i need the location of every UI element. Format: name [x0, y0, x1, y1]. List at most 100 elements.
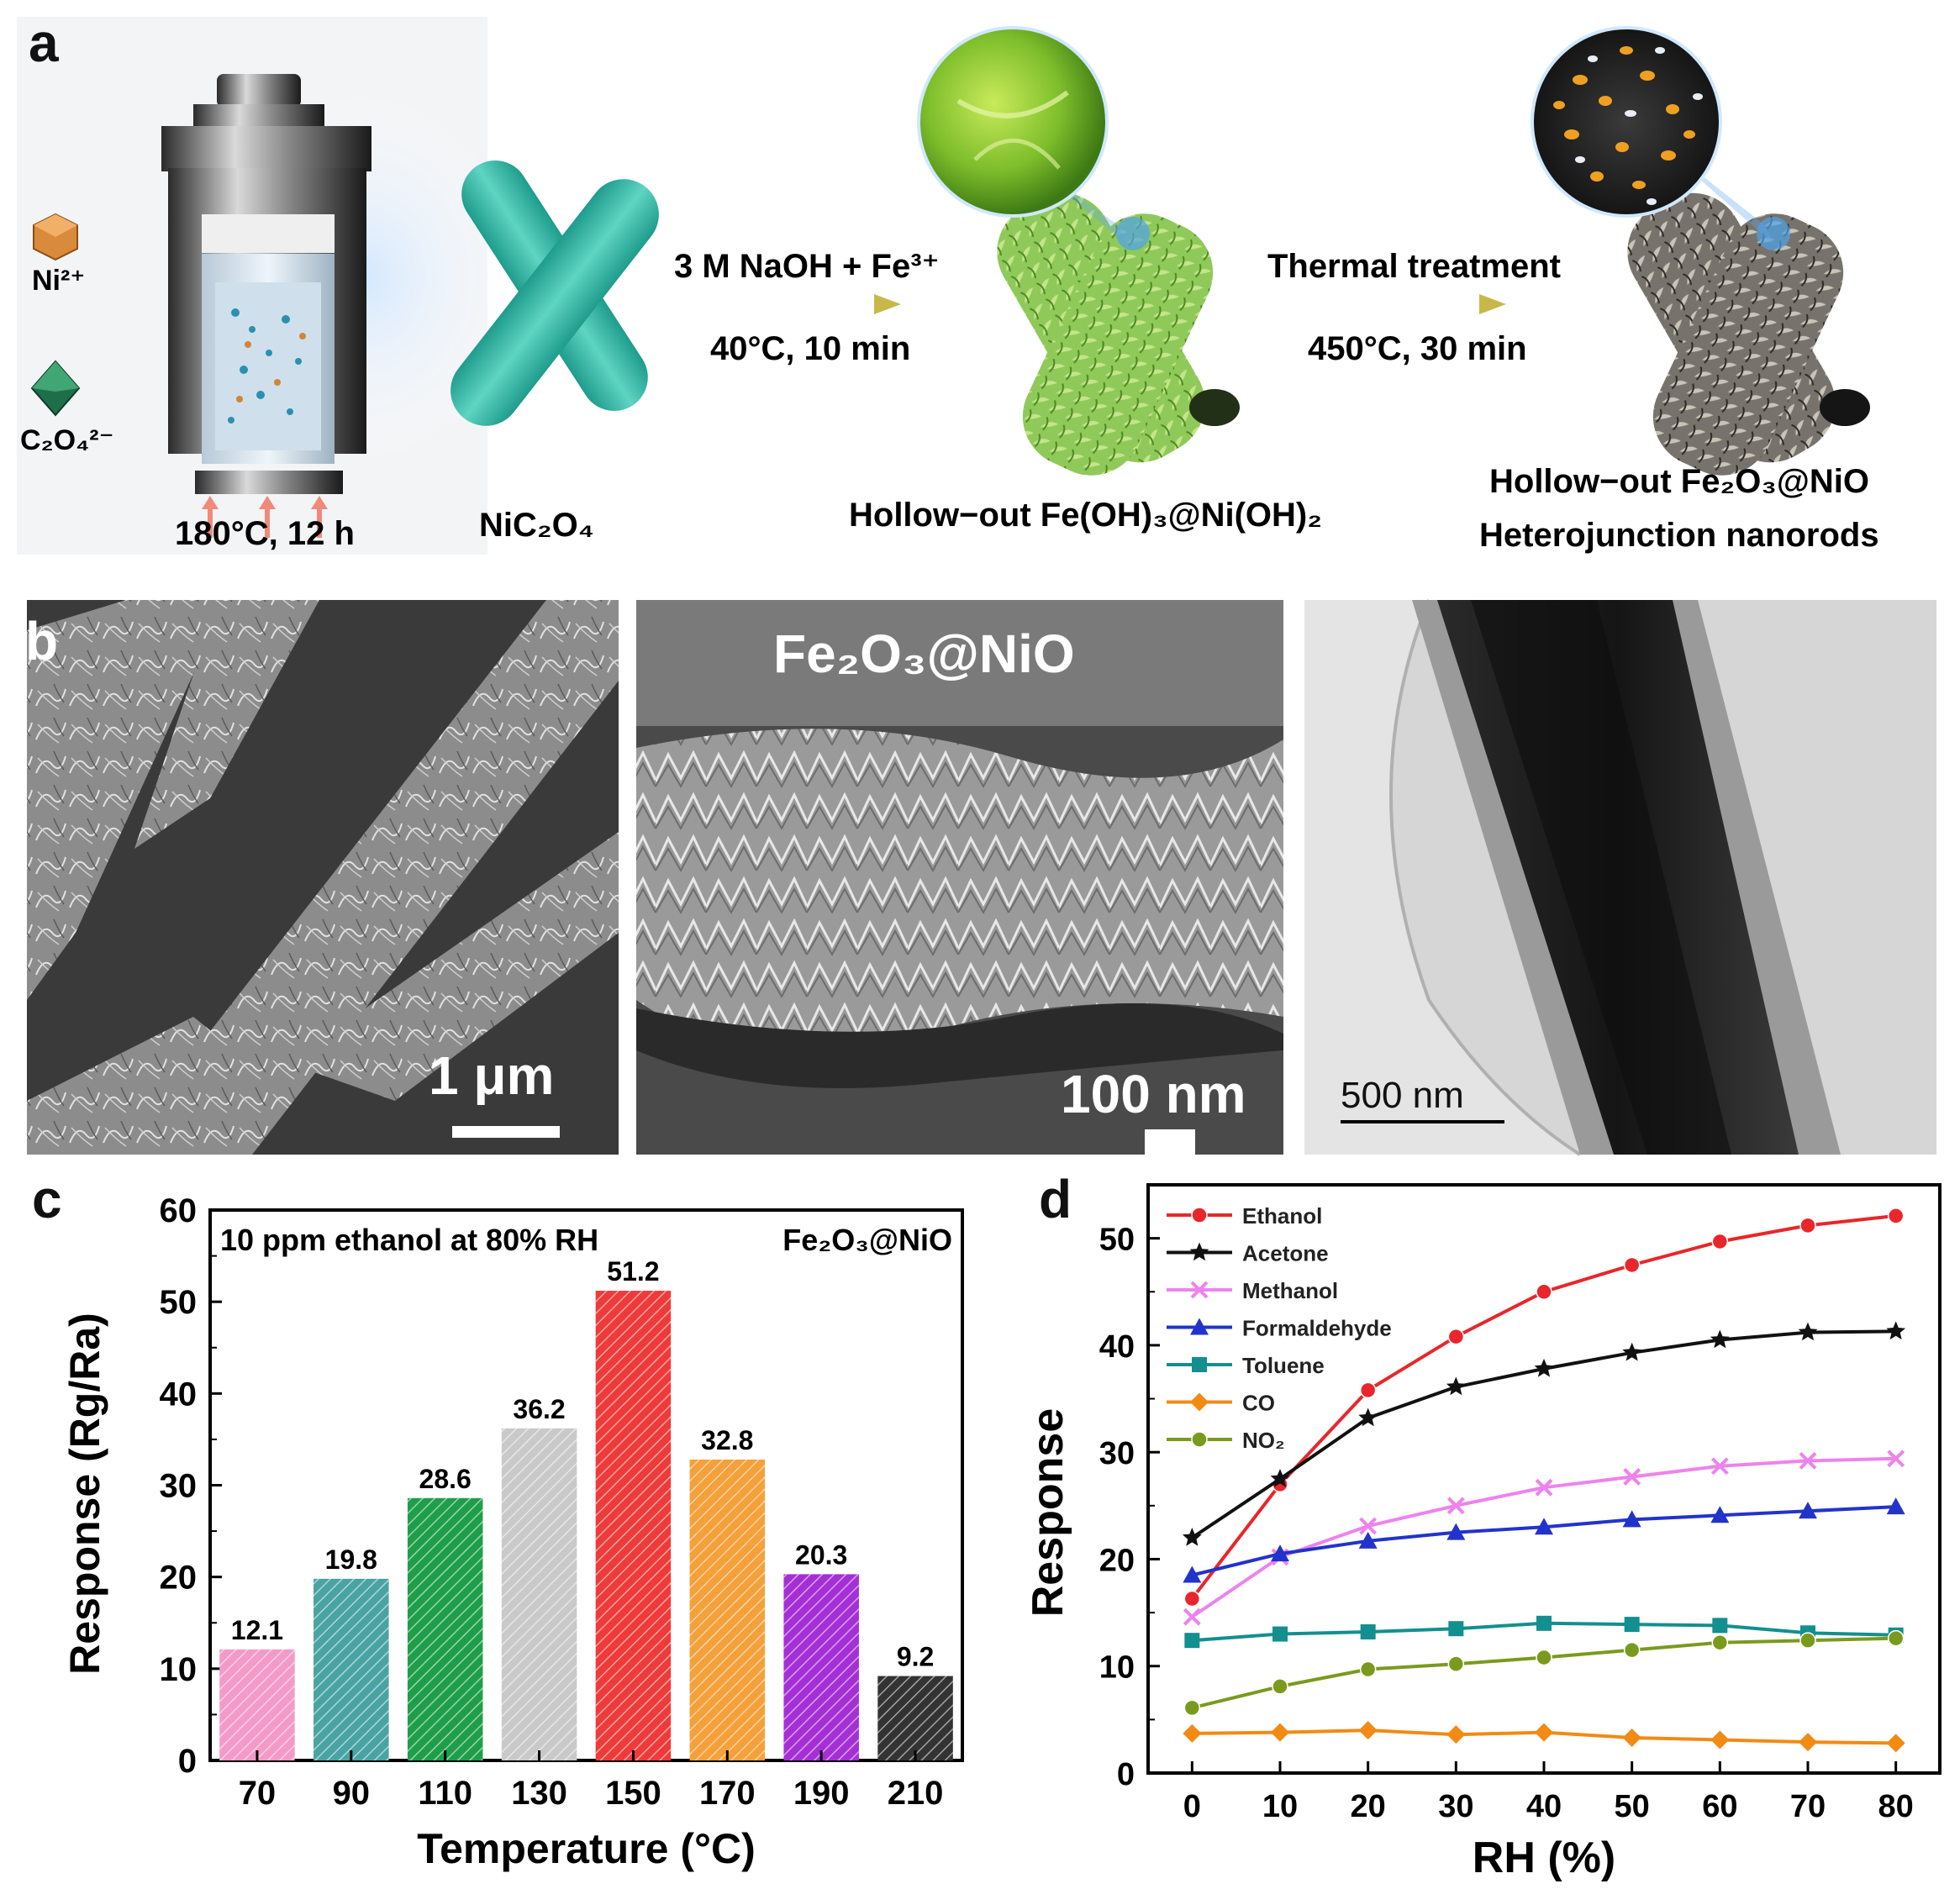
series-line-no	[1191, 1636, 1896, 1710]
data-point-ethanol	[1711, 1233, 1729, 1250]
series-no	[1183, 1629, 1905, 1717]
x-tick-label: 150	[605, 1775, 661, 1812]
ni-ion-icon	[33, 213, 78, 261]
data-point-ethanol	[1359, 1381, 1377, 1399]
bar-value-label: 20.3	[795, 1539, 847, 1570]
data-point-formaldehyde	[1535, 1518, 1553, 1535]
micrographs-graphic: 1 μm Fe₂O₃@NiO 100 nm 500 nm	[27, 599, 1936, 1156]
oxide-product-label-line2: Heterojunction nanorods	[1479, 517, 1879, 554]
data-point-ethanol	[1447, 1328, 1465, 1345]
chart-d-humidity-response: 0 10 20 30 40 50 0 10 20 30 40 50 60 70 80 Ethanol Aceto…	[1024, 1183, 1942, 1882]
x-tick-label: 210	[888, 1775, 944, 1812]
hydroxide-product-label: Hollow−out Fe(OH)₃@Ni(OH)₂	[849, 497, 1322, 534]
step2-conditions-label: 450°C, 30 min	[1308, 330, 1527, 367]
y-tick-label: 10	[1099, 1650, 1135, 1686]
data-point-co	[1799, 1733, 1817, 1752]
x-tick-label: 110	[418, 1775, 472, 1812]
x-tick-label: 170	[699, 1775, 756, 1812]
bar-hatch-70	[219, 1649, 295, 1760]
data-point-co	[1535, 1723, 1553, 1742]
y-tick-label: 10	[160, 1651, 198, 1688]
data-point-formaldehyde	[1358, 1531, 1378, 1549]
step2-treatment-label: Thermal treatment	[1267, 248, 1561, 285]
data-point-no	[1887, 1629, 1905, 1647]
y-tick-label: 50	[160, 1284, 198, 1321]
data-point-co	[1271, 1723, 1289, 1742]
data-point-acetone	[1534, 1358, 1554, 1377]
x-tick-label: 40	[1526, 1789, 1562, 1824]
data-point-toluene	[1624, 1617, 1640, 1633]
reaction-arrow-2	[1341, 294, 1506, 314]
bar-value-label: 28.6	[419, 1464, 472, 1494]
x-tick-label: 30	[1438, 1789, 1473, 1824]
data-point-acetone	[1710, 1329, 1730, 1349]
data-point-toluene	[1272, 1626, 1288, 1642]
series-formaldehyde	[1183, 1497, 1905, 1583]
data-point-acetone	[1798, 1322, 1818, 1341]
data-point-acetone	[1182, 1528, 1202, 1546]
x-axis-label: Temperature (°C)	[417, 1825, 755, 1872]
fe-oh-ni-oh-structure-illustration	[917, 26, 1240, 476]
data-point-methanol	[1799, 1451, 1817, 1470]
data-point-methanol	[1623, 1468, 1641, 1486]
data-point-methanol	[1359, 1517, 1378, 1535]
y-tick-label: 40	[1099, 1329, 1135, 1365]
step1-conditions-label: 40°C, 10 min	[710, 330, 910, 367]
data-point-no	[1799, 1632, 1816, 1649]
bar-value-label: 36.2	[513, 1394, 565, 1424]
y-tick-label: 30	[1099, 1436, 1135, 1471]
reaction-arrow-1	[724, 294, 901, 314]
data-point-no	[1447, 1655, 1465, 1672]
step1-reagents-label: 3 M NaOH + Fe³⁺	[674, 248, 940, 285]
series-ethanol	[1183, 1208, 1905, 1607]
data-point-acetone	[1622, 1342, 1642, 1361]
panel-label-c: c	[32, 1169, 62, 1229]
data-point-acetone	[1446, 1376, 1466, 1396]
panel-label-d: d	[1039, 1169, 1072, 1229]
y-tick-label: 0	[178, 1743, 197, 1780]
sem1-scale-bar-label: 1 μm	[429, 1045, 554, 1106]
data-point-formaldehyde	[1183, 1565, 1202, 1583]
x-tick-label: 70	[239, 1775, 277, 1812]
bar-value-label: 9.2	[897, 1642, 934, 1672]
data-point-formaldehyde	[1271, 1544, 1289, 1562]
series-line-formaldehyde	[1191, 1505, 1896, 1577]
bar-value-label: 19.8	[325, 1544, 377, 1575]
data-point-co	[1886, 1734, 1905, 1753]
bar-hatch-150	[595, 1291, 672, 1760]
bar-hatch-170	[689, 1459, 766, 1760]
y-tick-label: 0	[1117, 1757, 1135, 1792]
data-point-toluene	[1360, 1624, 1376, 1639]
c2o4-ion-label: C₂O₄²⁻	[20, 424, 114, 456]
legend-label-no: NO₂	[1242, 1428, 1285, 1453]
sem2-scale-bar-label: 100 nm	[1061, 1064, 1246, 1124]
data-point-no	[1711, 1634, 1729, 1651]
nic2o4-rods-illustration	[450, 160, 659, 426]
x-tick-label: 190	[793, 1775, 850, 1812]
y-axis-label: Response	[1024, 1408, 1072, 1618]
x-axis-label: RH (%)	[1473, 1834, 1615, 1882]
data-point-methanol	[1710, 1457, 1729, 1476]
data-point-no	[1536, 1649, 1552, 1666]
data-point-toluene	[1448, 1621, 1464, 1637]
data-point-toluene	[1536, 1615, 1552, 1631]
panel-label-b: b	[25, 611, 59, 671]
data-point-ethanol	[1536, 1283, 1552, 1301]
data-point-co	[1710, 1730, 1730, 1750]
legend-label-formaldehyde: Formaldehyde	[1242, 1316, 1392, 1341]
legend-label-acetone: Acetone	[1242, 1241, 1329, 1266]
legend-marker-acetone	[1189, 1242, 1209, 1261]
legend-marker-methanol	[1190, 1281, 1209, 1299]
y-axis-label: Response (Rg/Ra)	[61, 1313, 108, 1675]
chart-c-temperature-response: 0 10 20 30 40 50 60 12.1 70 19.8 90 28.6 110 36.2 130 5…	[61, 1192, 964, 1872]
legend-marker-formaldehyde	[1190, 1318, 1209, 1335]
sem-image-low-mag	[27, 600, 619, 1155]
data-point-formaldehyde	[1886, 1497, 1905, 1515]
data-point-acetone	[1886, 1321, 1906, 1340]
series-toluene	[1184, 1615, 1904, 1649]
data-point-ethanol	[1623, 1256, 1641, 1274]
tem-scale-bar-label: 500 nm	[1341, 1075, 1464, 1116]
autoclave-condition-label: 180°C, 12 h	[175, 515, 355, 552]
fe2o3-nio-heterojunction-illustration	[1531, 26, 1870, 476]
x-tick-label: 60	[1702, 1789, 1737, 1824]
